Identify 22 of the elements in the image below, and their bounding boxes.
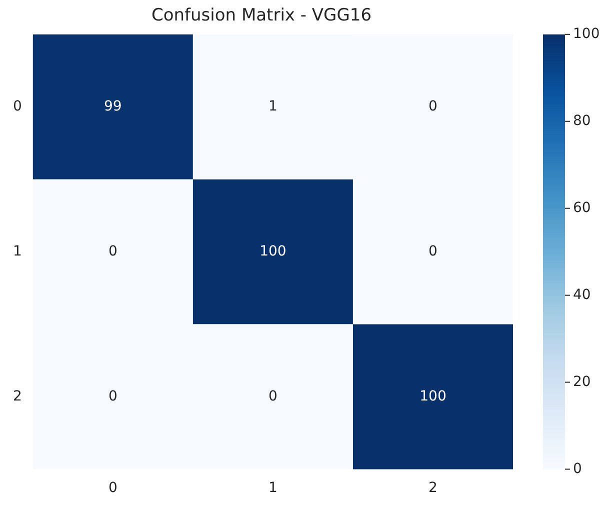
y-tick-label: 0 [12, 98, 22, 115]
x-tick-label: 2 [428, 480, 438, 496]
x-tick-label: 0 [108, 480, 118, 496]
data-label: 0 [108, 388, 118, 404]
color-bar-label: 80 [573, 113, 591, 129]
color-bar-label: 0 [573, 460, 582, 477]
color-bar-label: 20 [573, 374, 591, 390]
color-bar-label: 40 [573, 286, 591, 303]
data-label: 0 [428, 243, 438, 260]
data-label: 1 [268, 98, 278, 115]
data-label: 99 [104, 98, 122, 115]
chart-title: Confusion Matrix - VGG16 [151, 6, 372, 26]
data-label: 100 [420, 388, 446, 404]
data-label: 100 [260, 243, 286, 260]
y-tick-label: 1 [12, 243, 22, 260]
color-bar-label: 60 [573, 200, 591, 216]
data-label: 0 [428, 98, 438, 115]
data-label: 0 [268, 388, 278, 404]
color-bar-label: 100 [573, 26, 600, 42]
x-tick-label: 1 [268, 480, 278, 496]
y-tick-label: 2 [12, 388, 22, 404]
data-label: 0 [108, 243, 118, 260]
